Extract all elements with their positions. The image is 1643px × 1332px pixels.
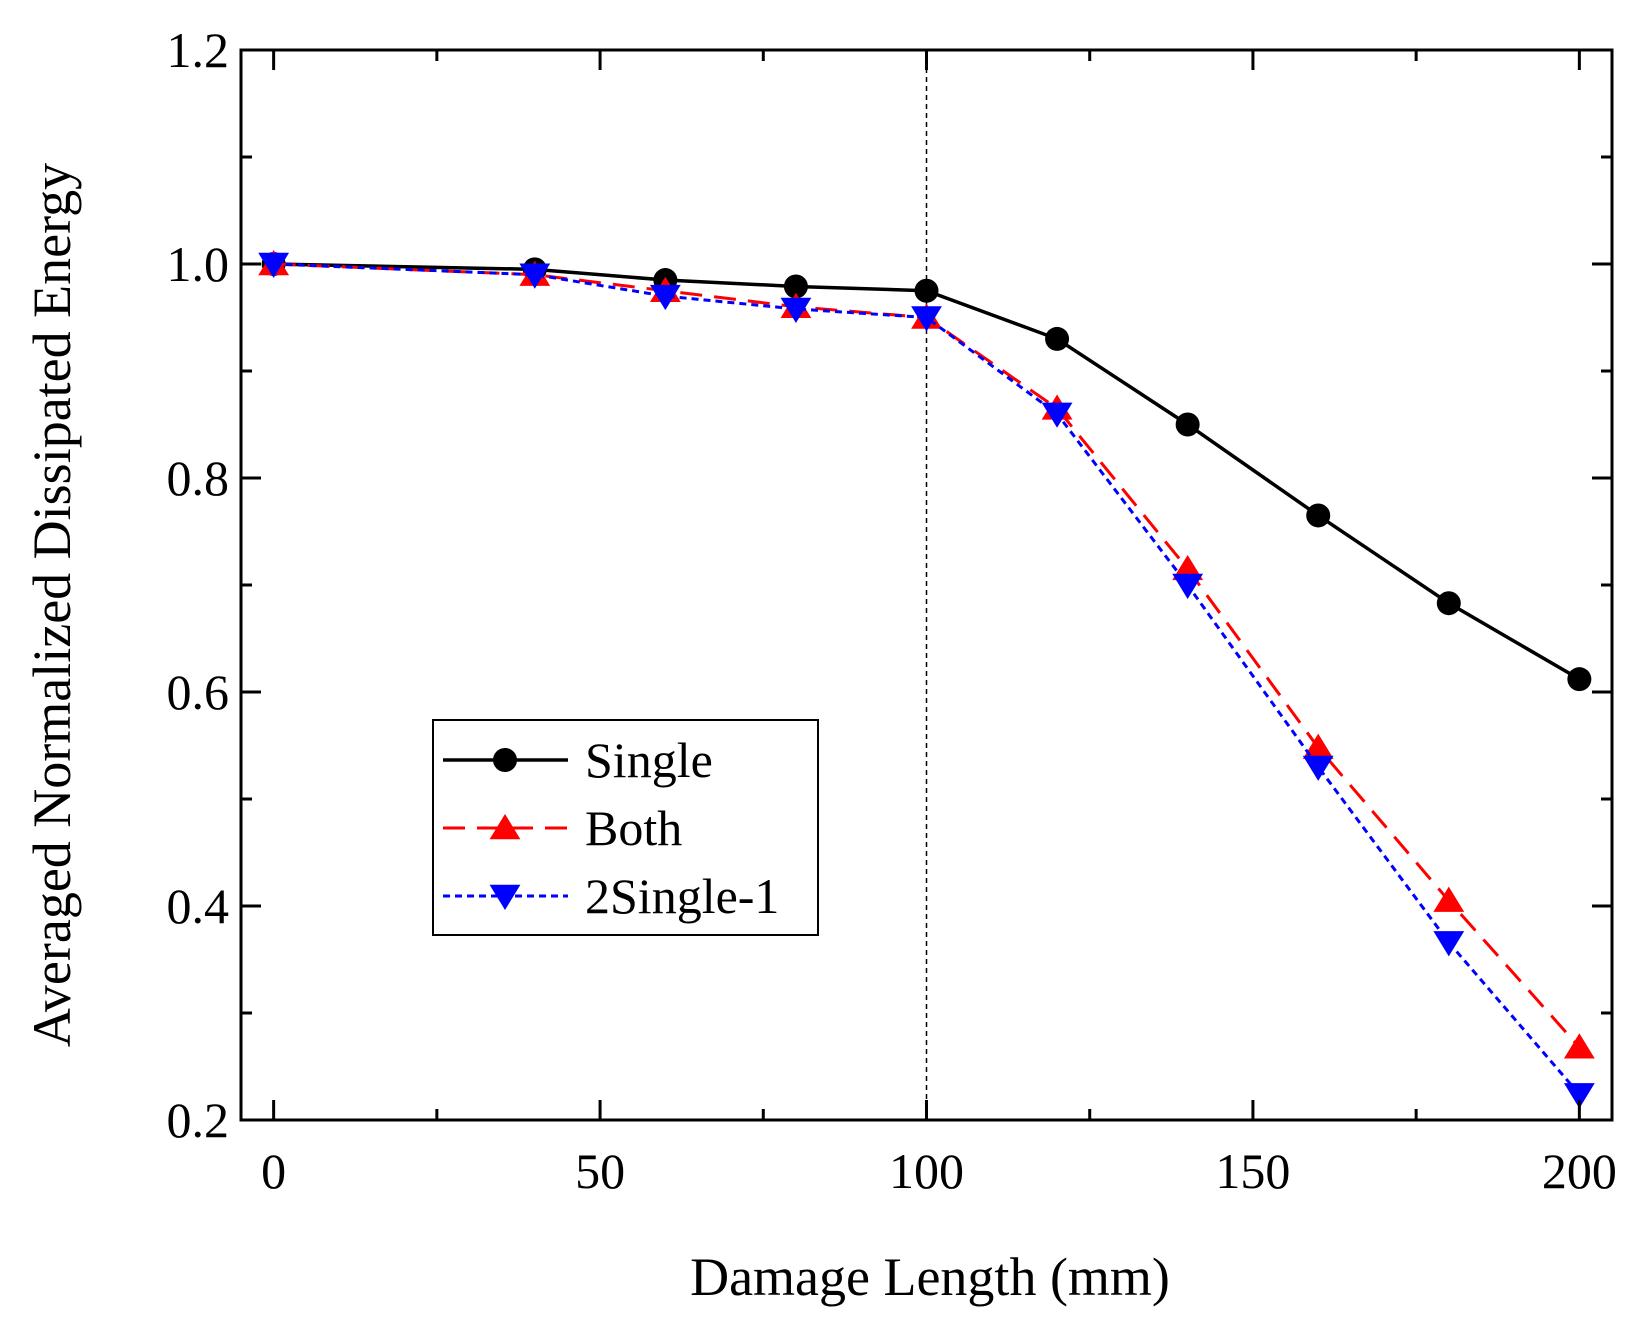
series-line [273, 262, 1581, 1049]
data-point [911, 306, 942, 332]
x-tick-label: 150 [1215, 1143, 1290, 1199]
series-line [273, 262, 1581, 681]
x-axis-label: Damage Length (mm) [690, 1247, 1170, 1307]
legend-marker [493, 748, 517, 772]
x-tick-label: 50 [575, 1143, 625, 1199]
y-axis-label: Averaged Normalized Dissipated Energy [22, 163, 82, 1047]
y-tick-label: 0.8 [167, 450, 230, 506]
series-2single-1 [258, 252, 1595, 1109]
legend-marker [489, 884, 521, 910]
legend-label: Both [585, 800, 682, 856]
data-point [1436, 591, 1461, 616]
data-point [1567, 667, 1592, 692]
y-tick-label: 1.0 [167, 236, 230, 292]
legend-label: Single [585, 732, 713, 788]
data-point [1172, 573, 1204, 599]
data-point [1175, 412, 1200, 437]
x-tick-label: 200 [1542, 1143, 1617, 1199]
data-point [780, 297, 812, 323]
y-tick-label: 1.2 [167, 22, 230, 78]
series-line [273, 262, 1581, 1096]
data-point [649, 284, 681, 311]
data-point [1302, 733, 1334, 759]
data-point [1045, 326, 1070, 351]
legend: Single Both 2Single-1 [432, 719, 819, 936]
data-point [1302, 755, 1334, 781]
y-tick-label: 0.6 [167, 664, 230, 720]
data-point [1041, 402, 1073, 428]
data-point [783, 274, 808, 299]
x-tick-label: 100 [889, 1143, 964, 1199]
data-point [1433, 886, 1465, 912]
data-point [1563, 1083, 1595, 1109]
y-tick-label: 0.4 [167, 878, 230, 934]
legend-marker [489, 814, 521, 840]
data-point [1563, 1033, 1595, 1059]
data-point [1306, 503, 1331, 528]
legend-label: 2Single-1 [585, 868, 779, 924]
data-point [258, 252, 290, 278]
data-point [914, 278, 939, 303]
data-point [519, 263, 551, 289]
x-tick-label: 0 [261, 1143, 286, 1199]
y-tick-label: 0.2 [167, 1092, 230, 1148]
data-point [1433, 931, 1465, 957]
